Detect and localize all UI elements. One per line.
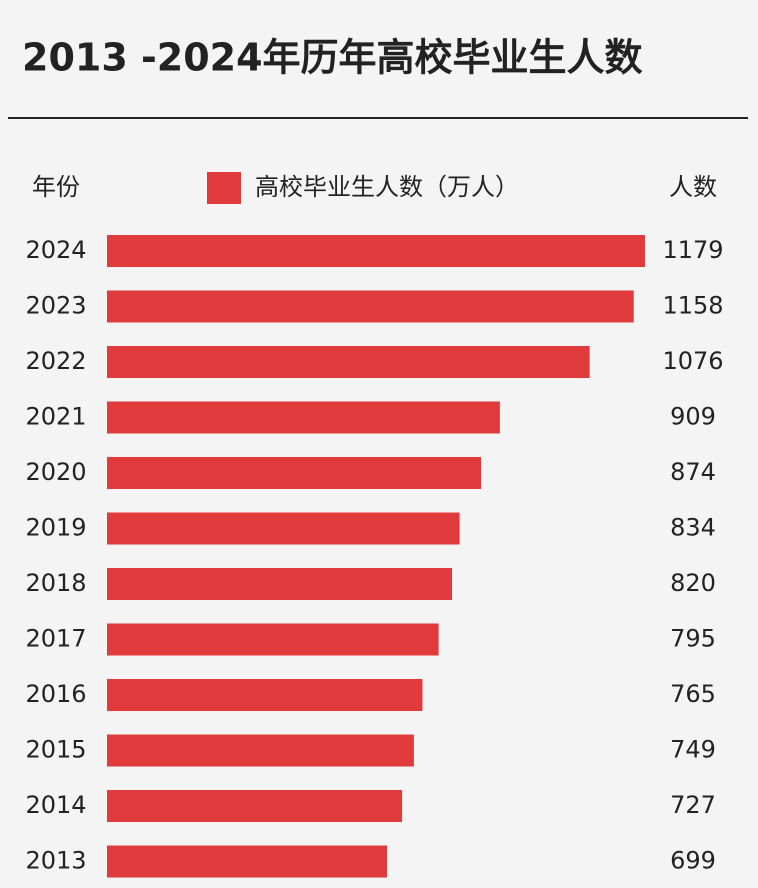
bar xyxy=(107,290,634,323)
chart-title: 2013 -2024年历年高校毕业生人数 xyxy=(22,36,643,80)
bar xyxy=(107,512,460,545)
category-label: 2020 xyxy=(25,458,86,486)
legend-swatch xyxy=(207,172,241,204)
category-label: 2023 xyxy=(25,292,86,320)
category-label: 2015 xyxy=(25,736,86,764)
value-label: 1158 xyxy=(662,292,723,320)
value-label: 749 xyxy=(670,736,716,764)
bar xyxy=(107,457,482,489)
value-label: 834 xyxy=(670,514,716,542)
bar xyxy=(107,679,423,711)
bar xyxy=(107,734,414,767)
bar xyxy=(107,790,403,822)
value-label: 699 xyxy=(670,847,716,875)
category-label: 2019 xyxy=(25,514,86,542)
value-label: 765 xyxy=(670,680,716,708)
value-label: 820 xyxy=(670,569,716,597)
bar xyxy=(107,845,388,878)
bar xyxy=(107,346,590,378)
category-label: 2013 xyxy=(25,847,86,875)
category-label: 2021 xyxy=(25,403,86,431)
category-label: 2024 xyxy=(25,236,86,264)
category-label: 2014 xyxy=(25,791,86,819)
value-label: 1076 xyxy=(662,347,723,375)
bar xyxy=(107,235,645,267)
value-header: 人数 xyxy=(669,173,717,201)
bar xyxy=(107,568,453,600)
value-label: 874 xyxy=(670,458,716,486)
value-label: 909 xyxy=(670,403,716,431)
value-label: 795 xyxy=(670,625,716,653)
category-label: 2018 xyxy=(25,569,86,597)
bar xyxy=(107,401,500,434)
bar xyxy=(107,623,439,656)
value-label: 727 xyxy=(670,791,716,819)
category-label: 2017 xyxy=(25,625,86,653)
category-label: 2022 xyxy=(25,347,86,375)
category-label: 2016 xyxy=(25,680,86,708)
category-header: 年份 xyxy=(32,173,80,201)
legend-label: 高校毕业生人数（万人） xyxy=(255,173,519,201)
value-label: 1179 xyxy=(662,236,723,264)
